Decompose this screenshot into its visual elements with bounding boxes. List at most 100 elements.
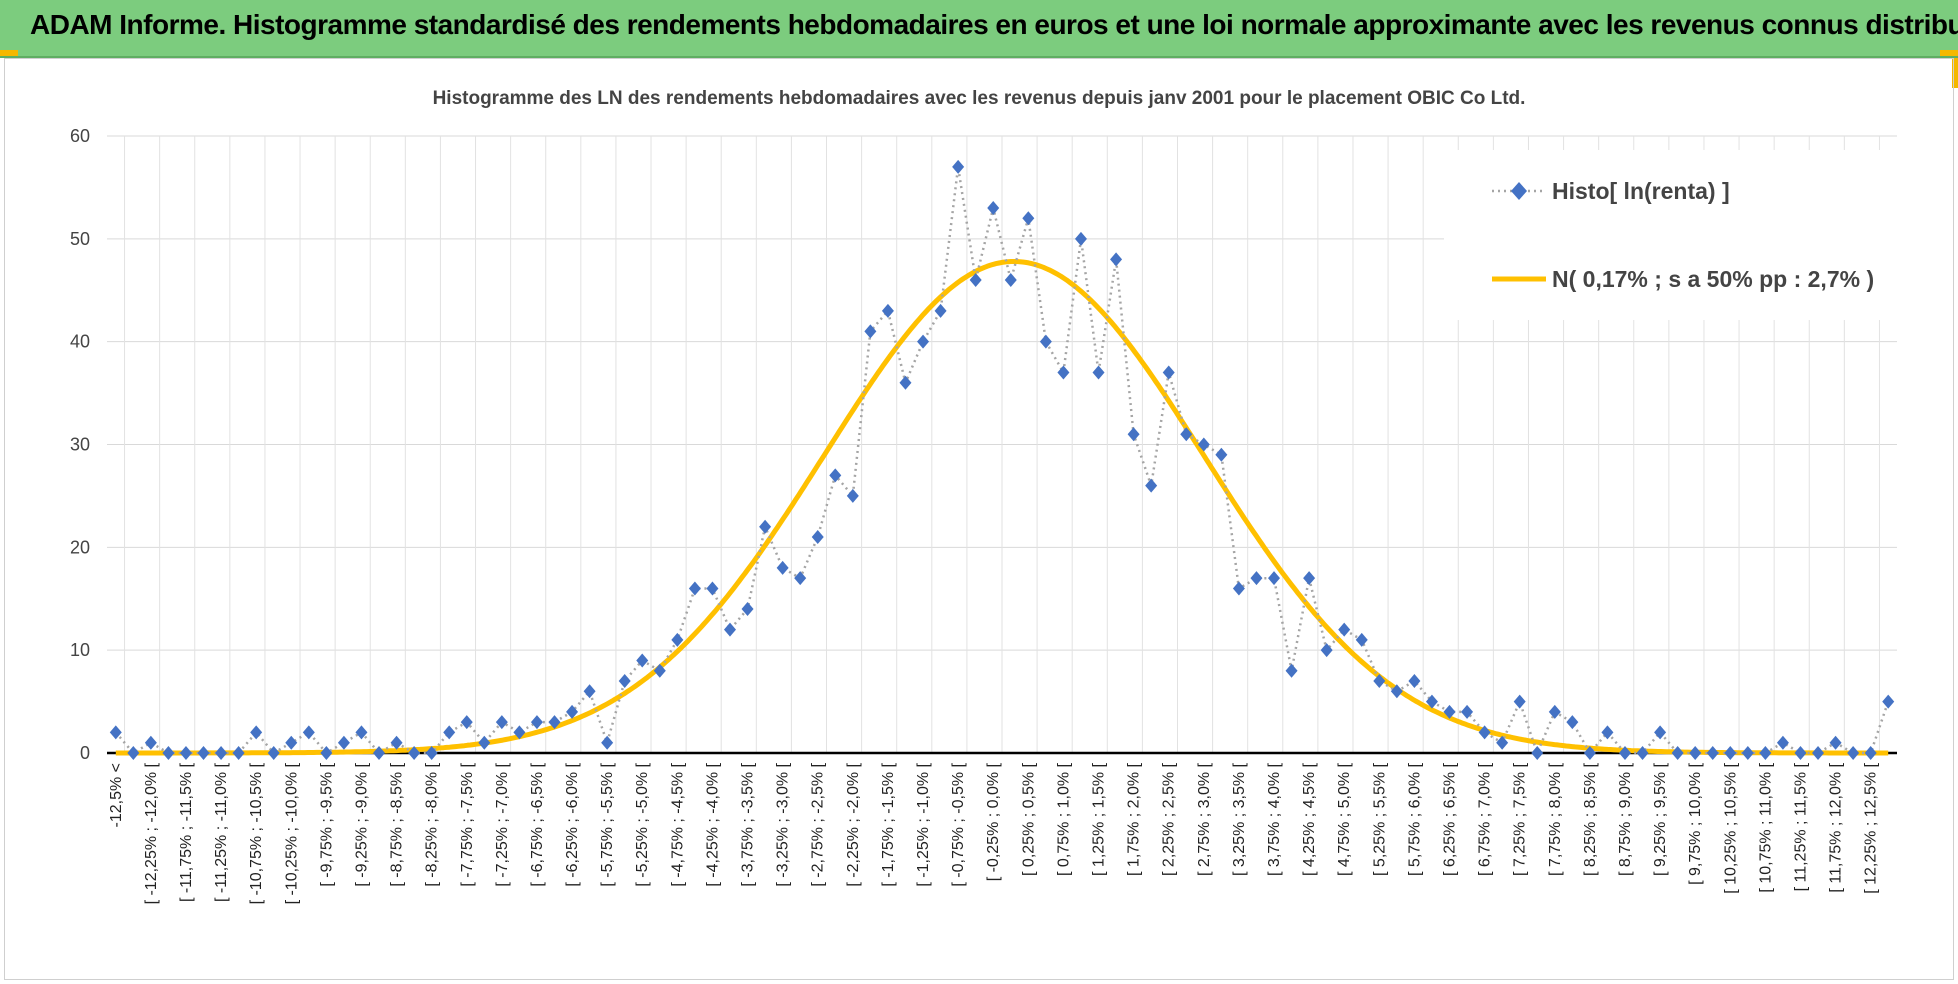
x-tick-label: [ -2,25% ; -2,0% [ xyxy=(845,762,862,886)
histogram-point xyxy=(1636,746,1649,760)
x-tick-label: [ -8,25% ; -8,0% [ xyxy=(424,762,441,886)
report-banner: ADAM Informe. Histogramme standardisé de… xyxy=(0,0,1958,58)
histogram-point xyxy=(688,581,701,596)
histogram-point xyxy=(1829,735,1842,750)
histogram-point xyxy=(1145,478,1158,493)
x-tick-label: [ 10,25% ; 10,5% [ xyxy=(1722,762,1739,893)
histogram-point xyxy=(776,560,789,575)
histogram-point xyxy=(250,725,263,740)
x-tick-label: [ 11,75% ; 12,0% [ xyxy=(1828,762,1845,892)
histogram-point xyxy=(934,303,947,318)
x-tick-label: [ -1,25% ; -1,0% [ xyxy=(915,762,932,886)
x-tick-label: [ 6,25% ; 6,5% [ xyxy=(1442,762,1459,876)
histogram-point xyxy=(1741,746,1754,760)
x-tick-label: [ 3,75% ; 4,0% [ xyxy=(1266,762,1283,876)
histogram-point xyxy=(285,735,298,750)
histogram-point xyxy=(1074,231,1087,246)
histogram-point xyxy=(987,200,1000,215)
y-axis: 0 10 20 30 40 50 60 xyxy=(70,126,90,763)
x-tick-label: [ -12,25% ; -12,0% [ xyxy=(143,762,160,904)
x-tick-label: [ 1,25% ; 1,5% [ xyxy=(1091,762,1108,876)
histogram-point xyxy=(127,746,140,760)
histogram-point xyxy=(1601,725,1614,740)
histogram-point xyxy=(1092,365,1105,380)
histogram-point xyxy=(1004,272,1017,287)
x-tick-label: [ -1,75% ; -1,5% [ xyxy=(880,762,897,886)
histogram-point xyxy=(917,334,930,349)
x-tick-label: [ -7,25% ; -7,0% [ xyxy=(494,762,511,886)
histogram-point xyxy=(373,746,386,760)
x-tick-label: [ 0,25% ; 0,5% [ xyxy=(1020,762,1037,876)
x-tick-label: -12,5% < xyxy=(108,763,125,827)
x-tick-label: [ -9,25% ; -9,0% [ xyxy=(353,762,370,886)
y-tick-label: 50 xyxy=(70,229,90,249)
histogram-point xyxy=(460,715,473,730)
histogram-point xyxy=(548,715,561,730)
legend-histo-marker xyxy=(1511,182,1527,200)
corner-accent-bottom-right xyxy=(1952,58,1958,88)
histogram-point xyxy=(337,735,350,750)
legend: Histo[ ln(renta) ] N( 0,17% ; s a 50% pp… xyxy=(1444,150,1914,320)
report-title: ADAM Informe. Histogramme standardisé de… xyxy=(30,9,1958,40)
histogram-point xyxy=(443,725,456,740)
histogram-point xyxy=(1618,746,1631,760)
histogram-point xyxy=(1689,746,1702,760)
histogram-point xyxy=(1531,746,1544,760)
x-tick-label: [ 5,75% ; 6,0% [ xyxy=(1406,762,1423,876)
histogram-point xyxy=(425,746,438,760)
y-tick-label: 0 xyxy=(80,743,90,763)
x-tick-label: [ 8,75% ; 9,0% [ xyxy=(1617,762,1634,876)
histogram-point xyxy=(197,746,210,760)
chart-frame xyxy=(4,58,1954,980)
histogram-point xyxy=(1320,643,1333,658)
histogram-point xyxy=(1654,725,1667,740)
y-tick-label: 20 xyxy=(70,537,90,557)
x-tick-label: [ 5,25% ; 5,5% [ xyxy=(1371,762,1388,876)
histogram-point xyxy=(794,571,807,586)
histogram-series-layer xyxy=(109,159,1895,760)
histogram-point xyxy=(759,519,772,534)
x-tick-label: [ -4,25% ; -4,0% [ xyxy=(704,762,721,886)
histogram-point xyxy=(232,746,245,760)
histogram-point xyxy=(864,324,877,339)
histogram-point xyxy=(1671,746,1684,760)
x-tick-label: [ -0,25% ; 0,0% [ xyxy=(985,762,1002,881)
y-tick-label: 30 xyxy=(70,435,90,455)
histogram-point xyxy=(583,684,596,699)
x-tick-label: [ 3,25% ; 3,5% [ xyxy=(1231,762,1248,876)
histogram-point xyxy=(566,704,579,719)
histogram-point xyxy=(723,622,736,637)
histogram-point xyxy=(706,581,719,596)
x-tick-label: [ 6,75% ; 7,0% [ xyxy=(1477,762,1494,876)
x-tick-label: [ 0,75% ; 1,0% [ xyxy=(1055,762,1072,876)
y-tick-label: 40 xyxy=(70,332,90,352)
histogram-point xyxy=(899,375,912,390)
x-tick-label: [ 7,75% ; 8,0% [ xyxy=(1547,762,1564,876)
histogram-point xyxy=(1566,715,1579,730)
histogram-point xyxy=(1478,725,1491,740)
histogram-point xyxy=(1232,581,1245,596)
histogram-point xyxy=(1338,622,1351,637)
x-tick-label: [ -6,25% ; -6,0% [ xyxy=(564,762,581,886)
histogram-point xyxy=(1882,694,1895,709)
x-tick-label: [ -0,75% ; -0,5% [ xyxy=(950,762,967,886)
histogram-point xyxy=(1057,365,1070,380)
histogram-point xyxy=(1794,746,1807,760)
y-tick-label: 10 xyxy=(70,640,90,660)
x-tick-label: [ -6,75% ; -6,5% [ xyxy=(529,762,546,886)
histogram-point xyxy=(1285,663,1298,678)
x-axis: -12,5% < [ -12,25% ; -12,0% [[ -11,75% ; … xyxy=(107,751,1897,904)
corner-accent-right xyxy=(1940,50,1958,56)
histogram-point xyxy=(478,735,491,750)
histogram-point xyxy=(1513,694,1526,709)
histogram-point xyxy=(1127,427,1140,442)
x-tick-label: [ 4,25% ; 4,5% [ xyxy=(1301,762,1318,876)
histogram-point xyxy=(1706,746,1719,760)
histogram-point xyxy=(267,746,280,760)
histogram-point xyxy=(390,735,403,750)
histogram-point xyxy=(1443,704,1456,719)
x-tick-label: [ 8,25% ; 8,5% [ xyxy=(1582,762,1599,876)
histogram-point xyxy=(215,746,228,760)
x-tick-label: [ -3,75% ; -3,5% [ xyxy=(740,762,757,886)
